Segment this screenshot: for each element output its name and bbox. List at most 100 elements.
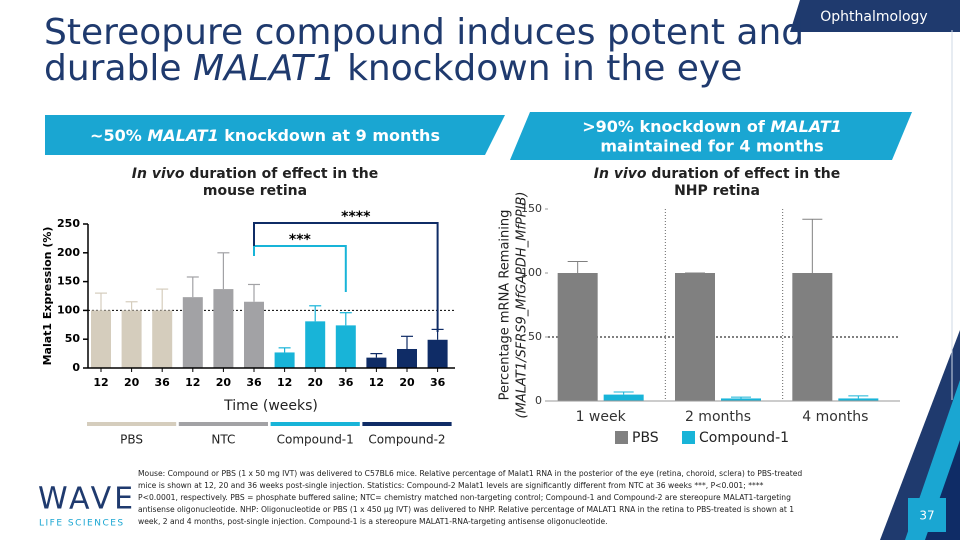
chart-title: In vivo duration of effect in the <box>132 166 378 182</box>
legend-label: Compound-1 <box>699 430 789 446</box>
banner-right-bg <box>510 112 912 160</box>
legend-swatch <box>615 431 628 444</box>
x-axis-label: Time (weeks) <box>223 398 318 414</box>
bar <box>366 357 387 368</box>
text-span: knockdown at 9 months <box>219 126 440 145</box>
text-span: MALAT1 <box>147 126 218 145</box>
x-tick-label: 1 week <box>576 409 627 425</box>
y-tick-label: 100 <box>57 303 80 316</box>
error-bar <box>278 347 291 353</box>
text-span: knockdown in the eye <box>336 48 743 89</box>
banner-right: maintained for 4 months <box>600 137 823 156</box>
x-tick-label: 12 <box>185 376 200 389</box>
error-bar <box>731 396 751 399</box>
error-bar <box>309 305 322 322</box>
error-bar <box>339 312 352 326</box>
y-axis-label: (MALAT1/SFRS9_MfGAPDH_MfPPIB) <box>515 192 530 419</box>
banner-left: ~50% MALAT1 knockdown at 9 months <box>90 126 440 145</box>
bar <box>305 321 326 368</box>
logo: WAVE <box>38 482 136 517</box>
bar <box>397 348 417 368</box>
y-tick-label: 100 <box>521 266 542 279</box>
logo-tm: ™ <box>120 487 126 494</box>
bar <box>557 273 598 401</box>
x-tick-label: 36 <box>338 376 354 389</box>
text-span: durable <box>44 48 193 89</box>
error-bar <box>248 283 260 302</box>
bar <box>838 398 879 401</box>
x-tick-label: 12 <box>93 376 108 389</box>
x-tick-label: 36 <box>430 376 446 389</box>
x-tick-label: 36 <box>155 376 171 389</box>
y-axis-label: Malat1 Expression (%) <box>41 227 54 366</box>
error-bar <box>401 335 413 349</box>
error-bar <box>156 288 169 311</box>
error-bar <box>802 218 823 273</box>
legend-label: PBS <box>120 433 143 447</box>
x-tick-label: 36 <box>246 376 262 389</box>
bracket <box>253 245 347 292</box>
legend-swatch <box>682 431 695 444</box>
chart-title: In vivo duration of effect in the <box>594 166 840 182</box>
footnote: antisense oligonucleotide. NHP: Oligonuc… <box>138 505 794 514</box>
legend-label: Compound-1 <box>277 433 354 447</box>
legend-label: NTC <box>211 433 235 447</box>
error-bar <box>567 260 588 273</box>
error-bar <box>95 292 107 311</box>
x-tick-label: 20 <box>216 376 232 389</box>
chart-title: NHP retina <box>674 183 760 199</box>
error-bar <box>370 353 383 358</box>
bar <box>792 273 833 401</box>
text-span: ~50% <box>90 126 147 145</box>
banner-left-bg <box>45 115 505 155</box>
tag-bg <box>790 0 960 32</box>
x-tick-label: 2 months <box>685 409 751 425</box>
x-tick-label: 20 <box>124 376 140 389</box>
text-span: In vivo <box>132 166 185 182</box>
bar <box>427 339 448 368</box>
bar <box>675 273 715 401</box>
y-tick-label: 200 <box>57 246 80 259</box>
page-bg <box>908 498 946 532</box>
tag: Ophthalmology <box>820 9 927 25</box>
y-tick-label: 50 <box>528 330 542 343</box>
x-tick-label: 12 <box>277 376 292 389</box>
footnote: P<0.0001, respectively. PBS = phosphate … <box>138 493 791 502</box>
x-tick-label: 4 months <box>802 409 868 425</box>
chart-title: mouse retina <box>203 183 307 199</box>
bar <box>91 310 111 368</box>
y-tick-label: 0 <box>72 361 80 374</box>
error-bar <box>217 252 230 290</box>
banner-right: >90% knockdown of MALAT1 <box>582 117 842 136</box>
page-number: 37 <box>919 509 934 523</box>
slide-title: Stereopure compound induces potent and <box>44 12 804 53</box>
x-tick-label: 20 <box>399 376 415 389</box>
x-tick-label: 12 <box>369 376 384 389</box>
error-bar <box>848 395 869 399</box>
y-tick-label: 0 <box>535 394 542 407</box>
text-span: MALAT1 <box>193 48 336 89</box>
text-span: duration of effect in the <box>646 166 840 182</box>
logo-sub: LIFE SCIENCES <box>39 519 125 529</box>
footnote: mice is shown at 12, 20 and 36 weeks pos… <box>138 481 764 490</box>
text-span: duration of effect in the <box>184 166 378 182</box>
x-tick-label: 20 <box>308 376 324 389</box>
y-tick-label: 150 <box>57 275 80 288</box>
footnote: Mouse: Compound or PBS (1 x 50 mg IVT) w… <box>138 469 802 478</box>
bar <box>213 289 234 368</box>
footnote: week, 2 and 4 months, post-single inject… <box>138 517 608 526</box>
bar <box>335 325 356 368</box>
y-tick-label: 50 <box>65 332 81 345</box>
bar <box>121 310 142 368</box>
text-span: In vivo <box>594 166 647 182</box>
y-tick-label: 150 <box>521 202 542 215</box>
slide-title: durable MALAT1 knockdown in the eye <box>44 48 742 89</box>
bar <box>152 310 173 368</box>
text-span: Stereopure compound induces potent and <box>44 12 804 53</box>
legend-label: Compound-2 <box>368 433 445 447</box>
bar <box>721 398 761 401</box>
y-tick-label: 250 <box>57 217 80 230</box>
error-bar <box>613 391 634 395</box>
